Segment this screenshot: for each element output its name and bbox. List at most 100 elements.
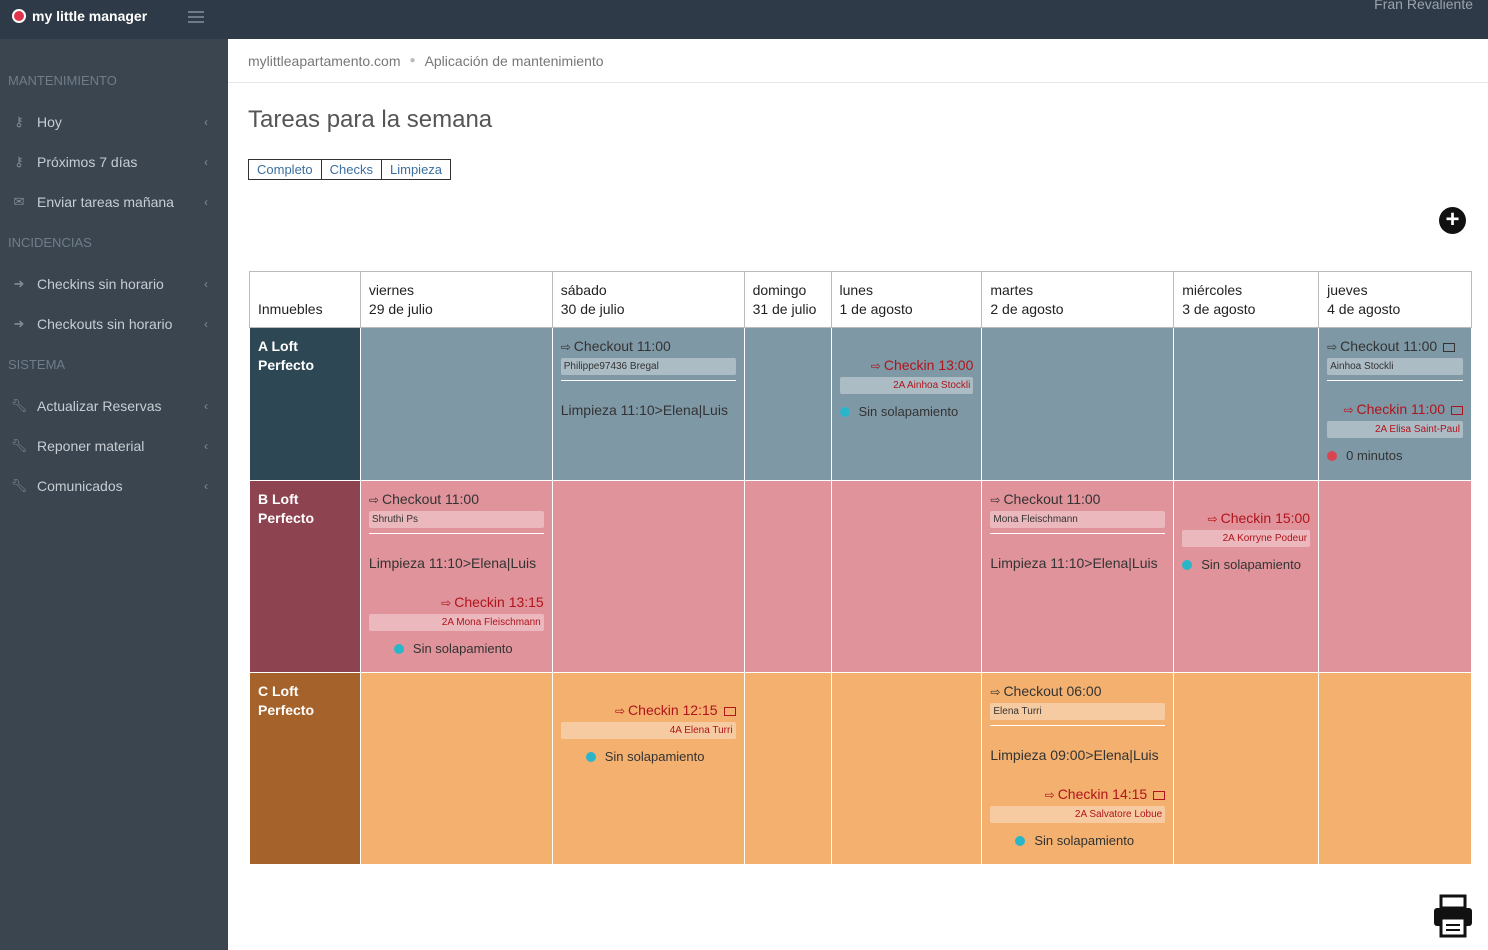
sidebar-item-label: Actualizar Reservas <box>37 398 162 414</box>
sidebar-item-actualizar[interactable]: 🔧︎ Actualizar Reservas ‹ <box>0 386 228 426</box>
filter-limpieza[interactable]: Limpieza <box>390 162 443 177</box>
sign-in-icon: ➜ <box>13 276 25 291</box>
day-cell <box>359 672 553 865</box>
sidebar-item-label: Reponer material <box>37 438 145 454</box>
cleaning-event[interactable]: Limpieza 11:10>Elena|Luis <box>560 402 728 418</box>
day-date: 1 de agosto <box>839 301 913 317</box>
sidebar-item-label: Comunicados <box>37 478 123 494</box>
day-cell: ⇨ Checkin 12:15 4A Elena Turri Sin solapa… <box>551 672 745 865</box>
checkin-event[interactable]: ⇨ Checkin 12:15 <box>561 701 736 721</box>
envelope-icon[interactable] <box>1451 405 1463 415</box>
day-cell <box>1318 480 1472 673</box>
overlap-status: Sin solapamiento <box>1182 557 1310 572</box>
checkout-label: Checkout 11:00 <box>1340 338 1438 354</box>
envelope-icon[interactable] <box>723 706 736 716</box>
cleaning-event[interactable]: Limpieza 11:10>Elena|Luis <box>368 555 537 571</box>
day-date: 31 de julio <box>752 301 817 317</box>
page-title: Tareas para la semana <box>248 106 493 133</box>
sidebar-item-hoy[interactable]: ⚷ Hoy ‹ <box>0 102 228 142</box>
guest-badge: 2A Elisa Saint-Paul <box>1327 421 1463 438</box>
sign-out-icon: ⇨ <box>990 493 1001 507</box>
sidebar-item-label: Próximos 7 días <box>37 154 138 170</box>
sidebar-item-checkouts[interactable]: ➜ Checkouts sin horario ‹ <box>0 304 228 344</box>
user-name[interactable]: Fran Revaliente <box>1374 0 1473 12</box>
print-icon[interactable] <box>1433 894 1473 938</box>
checkout-event[interactable]: ⇨ Checkout 11:00 <box>1327 337 1463 357</box>
day-cell: ⇨ Checkout 11:00 Shruthi Ps Limpieza 11:1… <box>359 480 553 673</box>
sidebar-item-enviar[interactable]: ✉ Enviar tareas mañana ‹ <box>0 182 228 222</box>
status-label: Sin solapamiento <box>1201 557 1301 572</box>
breadcrumb: mylittleapartamento.com ● Aplicación de … <box>228 39 1488 83</box>
day-cell <box>1318 672 1472 865</box>
logo-icon <box>12 9 26 23</box>
status-label: Sin solapamiento <box>858 404 959 419</box>
add-task-button[interactable]: + <box>1439 207 1466 234</box>
sidebar-item-proximos[interactable]: ⚷ Próximos 7 días ‹ <box>0 142 228 182</box>
day-cell: ⇨ Checkout 06:00 Elena Turri Limpieza 09:… <box>981 672 1175 865</box>
cleaning-event[interactable]: Limpieza 11:10>Elena|Luis <box>990 555 1158 571</box>
day-cell: ⇨ Checkout 11:00 Philippe97436 Bregal Lim… <box>551 327 745 481</box>
checkout-event[interactable]: ⇨ Checkout 06:00 <box>990 682 1165 702</box>
day-cell <box>743 672 832 865</box>
checkout-label: Checkout 11:00 <box>381 491 479 507</box>
sign-in-icon: ⇨ <box>614 704 626 718</box>
app-logo[interactable]: my little manager <box>12 8 147 24</box>
checkin-event[interactable]: ⇨ Checkin 14:15 <box>990 785 1166 805</box>
chevron-left-icon: ‹ <box>204 155 208 169</box>
divider <box>990 533 1166 534</box>
sidebar-item-label: Checkins sin horario <box>37 276 164 292</box>
table-row: C Loft Perfecto ⇨ Checkin 12:15 4A Elena … <box>249 672 1472 865</box>
status-dot-icon <box>1015 835 1026 846</box>
sign-in-icon: ⇨ <box>870 359 881 373</box>
column-header-day: miércoles 3 de agosto <box>1173 271 1320 328</box>
wrench-icon: 🔧︎ <box>10 478 28 493</box>
breadcrumb-site[interactable]: mylittleapartamento.com <box>248 52 401 69</box>
checkout-label: Checkout 11:00 <box>1003 491 1101 507</box>
sidebar-item-checkins[interactable]: ➜ Checkins sin horario ‹ <box>0 264 228 304</box>
day-cell <box>830 480 983 673</box>
status-dot-icon <box>1327 450 1338 461</box>
sidebar-section-title: INCIDENCIAS <box>8 235 92 250</box>
sidebar-item-comunicados[interactable]: 🔧︎ Comunicados ‹ <box>0 466 228 506</box>
sidebar-item-reponer[interactable]: 🔧︎ Reponer material ‹ <box>0 426 228 466</box>
checkout-event[interactable]: ⇨ Checkout 11:00 <box>369 490 544 510</box>
sidebar-item-label: Hoy <box>37 114 62 130</box>
guest-badge: 4A Elena Turri <box>560 722 736 739</box>
day-cell <box>981 327 1175 481</box>
checkin-label: Checkin 15:00 <box>1220 510 1311 526</box>
sign-out-icon: ⇨ <box>990 685 1001 699</box>
envelope-icon[interactable] <box>1443 342 1456 352</box>
wrench-icon: 🔧︎ <box>10 398 28 413</box>
status-dot-icon <box>1182 559 1193 570</box>
chevron-left-icon: ‹ <box>204 479 208 493</box>
divider <box>368 533 544 534</box>
property-name[interactable]: A Loft Perfecto <box>249 327 361 481</box>
day-name: jueves <box>1327 282 1368 298</box>
key-icon: ⚷ <box>14 154 24 169</box>
day-date: 4 de agosto <box>1327 301 1401 317</box>
key-icon: ⚷ <box>14 114 24 129</box>
menu-toggle-icon[interactable] <box>188 11 204 23</box>
guest-badge: 2A Salvatore Lobue <box>990 806 1166 823</box>
checkin-event[interactable]: ⇨ Checkin 13:15 <box>369 593 544 613</box>
envelope-icon[interactable] <box>1153 790 1166 800</box>
day-cell <box>359 327 553 481</box>
cleaning-event[interactable]: Limpieza 09:00>Elena|Luis <box>990 747 1159 763</box>
checkout-event[interactable]: ⇨ Checkout 11:00 <box>990 490 1165 510</box>
filter-group: Completo Checks Limpieza <box>248 159 452 180</box>
property-name[interactable]: C Loft Perfecto <box>249 672 361 865</box>
checkin-event[interactable]: ⇨ Checkin 11:00 <box>1327 400 1463 420</box>
checkout-event[interactable]: ⇨ Checkout 11:00 <box>561 337 736 357</box>
column-header-day: viernes 29 de julio <box>359 271 553 328</box>
property-name[interactable]: B Loft Perfecto <box>249 480 361 673</box>
overlap-status: Sin solapamiento <box>990 833 1165 848</box>
filter-checks[interactable]: Checks <box>322 160 382 179</box>
sign-out-icon: ⇨ <box>560 340 571 354</box>
sidebar-item-label: Enviar tareas mañana <box>37 194 174 210</box>
divider <box>1327 380 1463 381</box>
column-header-day: lunes 1 de agosto <box>830 271 983 328</box>
filter-completo[interactable]: Completo <box>249 160 322 179</box>
checkin-event[interactable]: ⇨ Checkin 13:00 <box>840 356 974 376</box>
guest-badge: Ainhoa Stockli <box>1327 358 1463 375</box>
checkin-event[interactable]: ⇨ Checkin 15:00 <box>1182 509 1311 529</box>
